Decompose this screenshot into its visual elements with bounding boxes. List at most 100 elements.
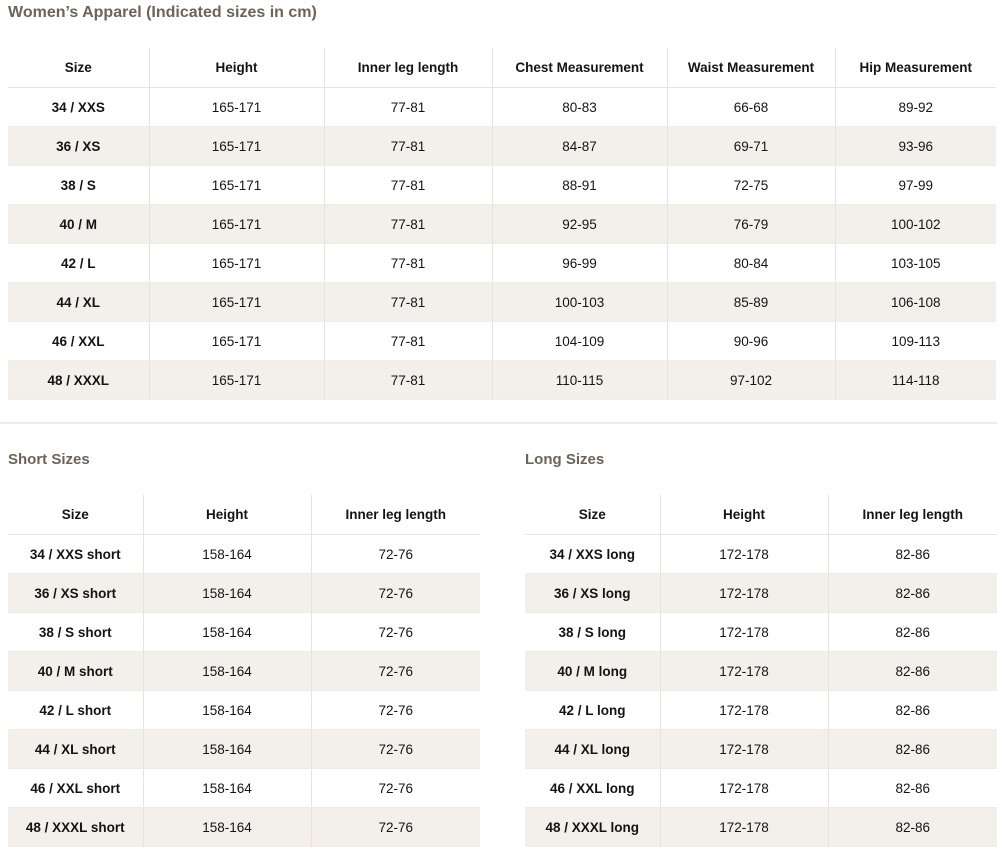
measurement-cell: 103-105 — [834, 243, 996, 283]
table-row: 36 / XS long 172-178 82-86 — [525, 573, 997, 613]
column-header-inner-leg: Inner leg length — [310, 495, 480, 535]
measurement-cell: 106-108 — [834, 282, 996, 322]
table-row: 42 / L short 158-164 72-76 — [8, 690, 480, 730]
measurement-cell: 77-81 — [323, 360, 492, 400]
measurement-cell: 72-76 — [310, 612, 480, 652]
table-row: 44 / XL long 172-178 82-86 — [525, 729, 997, 769]
short-size-table: Size Height Inner leg length 34 / XXS sh… — [8, 495, 480, 847]
measurement-cell: 80-83 — [491, 87, 667, 127]
measurement-cell: 88-91 — [491, 165, 667, 205]
table-row: 38 / S short 158-164 72-76 — [8, 612, 480, 652]
measurement-cell: 100-102 — [834, 204, 996, 244]
table-row: 36 / XS 165-171 77-81 84-87 69-71 93-96 — [8, 126, 996, 166]
table-row: 46 / XXL long 172-178 82-86 — [525, 768, 997, 808]
measurement-cell: 72-75 — [666, 165, 835, 205]
size-cell: 40 / M short — [8, 651, 143, 691]
size-cell: 34 / XXS — [8, 87, 149, 127]
measurement-cell: 158-164 — [142, 573, 311, 613]
size-cell: 38 / S — [8, 165, 149, 205]
size-cell: 36 / XS long — [525, 573, 660, 613]
measurement-cell: 90-96 — [666, 321, 835, 361]
long-sizes-title: Long Sizes — [525, 451, 605, 468]
size-cell: 36 / XS — [8, 126, 149, 166]
measurement-cell: 72-76 — [310, 807, 480, 847]
measurement-cell: 72-76 — [310, 768, 480, 808]
measurement-cell: 92-95 — [491, 204, 667, 244]
table-row: 38 / S long 172-178 82-86 — [525, 612, 997, 652]
column-header-chest: Chest Measurement — [491, 48, 667, 88]
size-cell: 42 / L — [8, 243, 149, 283]
table-row: 40 / M long 172-178 82-86 — [525, 651, 997, 691]
table-row: 40 / M short 158-164 72-76 — [8, 651, 480, 691]
table-row: 40 / M 165-171 77-81 92-95 76-79 100-102 — [8, 204, 996, 244]
measurement-cell: 77-81 — [323, 282, 492, 322]
column-header-size: Size — [8, 48, 149, 88]
size-cell: 46 / XXL — [8, 321, 149, 361]
measurement-cell: 165-171 — [148, 243, 324, 283]
size-cell: 34 / XXS short — [8, 534, 143, 574]
measurement-cell: 165-171 — [148, 282, 324, 322]
short-sizes-title: Short Sizes — [8, 451, 90, 468]
measurement-cell: 172-178 — [659, 768, 828, 808]
table-row: 44 / XL 165-171 77-81 100-103 85-89 106-… — [8, 282, 996, 322]
table-row: 36 / XS short 158-164 72-76 — [8, 573, 480, 613]
measurement-cell: 172-178 — [659, 690, 828, 730]
measurement-cell: 158-164 — [142, 729, 311, 769]
measurement-cell: 109-113 — [834, 321, 996, 361]
measurement-cell: 100-103 — [491, 282, 667, 322]
measurement-cell: 82-86 — [827, 651, 997, 691]
measurement-cell: 165-171 — [148, 165, 324, 205]
long-header-row: Size Height Inner leg length — [525, 495, 997, 535]
table-row: 42 / L long 172-178 82-86 — [525, 690, 997, 730]
long-sizes-section: Long Sizes Size Height Inner leg length … — [525, 451, 997, 847]
measurement-cell: 82-86 — [827, 690, 997, 730]
measurement-cell: 172-178 — [659, 807, 828, 847]
table-row: 46 / XXL short 158-164 72-76 — [8, 768, 480, 808]
measurement-cell: 165-171 — [148, 360, 324, 400]
measurement-cell: 82-86 — [827, 612, 997, 652]
size-cell: 46 / XXL long — [525, 768, 660, 808]
table-row: 48 / XXXL 165-171 77-81 110-115 97-102 1… — [8, 360, 996, 400]
measurement-cell: 89-92 — [834, 87, 996, 127]
measurement-cell: 72-76 — [310, 690, 480, 730]
measurement-cell: 104-109 — [491, 321, 667, 361]
measurement-cell: 172-178 — [659, 573, 828, 613]
measurement-cell: 77-81 — [323, 204, 492, 244]
measurement-cell: 72-76 — [310, 573, 480, 613]
measurement-cell: 165-171 — [148, 204, 324, 244]
size-cell: 48 / XXXL — [8, 360, 149, 400]
table-row: 48 / XXXL short 158-164 72-76 — [8, 807, 480, 847]
measurement-cell: 172-178 — [659, 534, 828, 574]
table-row: 46 / XXL 165-171 77-81 104-109 90-96 109… — [8, 321, 996, 361]
table-row: 34 / XXS long 172-178 82-86 — [525, 534, 997, 574]
measurement-cell: 110-115 — [491, 360, 667, 400]
measurement-cell: 97-99 — [834, 165, 996, 205]
measurement-cell: 82-86 — [827, 534, 997, 574]
column-header-size: Size — [8, 495, 143, 535]
measurement-cell: 93-96 — [834, 126, 996, 166]
column-header-hip: Hip Measurement — [834, 48, 996, 88]
table-row: 44 / XL short 158-164 72-76 — [8, 729, 480, 769]
measurement-cell: 77-81 — [323, 243, 492, 283]
measurement-cell: 165-171 — [148, 87, 324, 127]
size-cell: 40 / M long — [525, 651, 660, 691]
column-header-inner-leg: Inner leg length — [323, 48, 492, 88]
size-cell: 34 / XXS long — [525, 534, 660, 574]
measurement-cell: 158-164 — [142, 612, 311, 652]
measurement-cell: 72-76 — [310, 651, 480, 691]
size-cell: 42 / L long — [525, 690, 660, 730]
measurement-cell: 72-76 — [310, 534, 480, 574]
page-title: Women’s Apparel (Indicated sizes in cm) — [8, 4, 317, 21]
table-row: 38 / S 165-171 77-81 88-91 72-75 97-99 — [8, 165, 996, 205]
column-header-inner-leg: Inner leg length — [827, 495, 997, 535]
measurement-cell: 172-178 — [659, 651, 828, 691]
size-cell: 44 / XL short — [8, 729, 143, 769]
short-sizes-section: Short Sizes Size Height Inner leg length… — [8, 451, 480, 847]
column-header-size: Size — [525, 495, 660, 535]
measurement-cell: 172-178 — [659, 729, 828, 769]
measurement-cell: 158-164 — [142, 534, 311, 574]
measurement-cell: 77-81 — [323, 321, 492, 361]
measurement-cell: 84-87 — [491, 126, 667, 166]
measurement-cell: 97-102 — [666, 360, 835, 400]
